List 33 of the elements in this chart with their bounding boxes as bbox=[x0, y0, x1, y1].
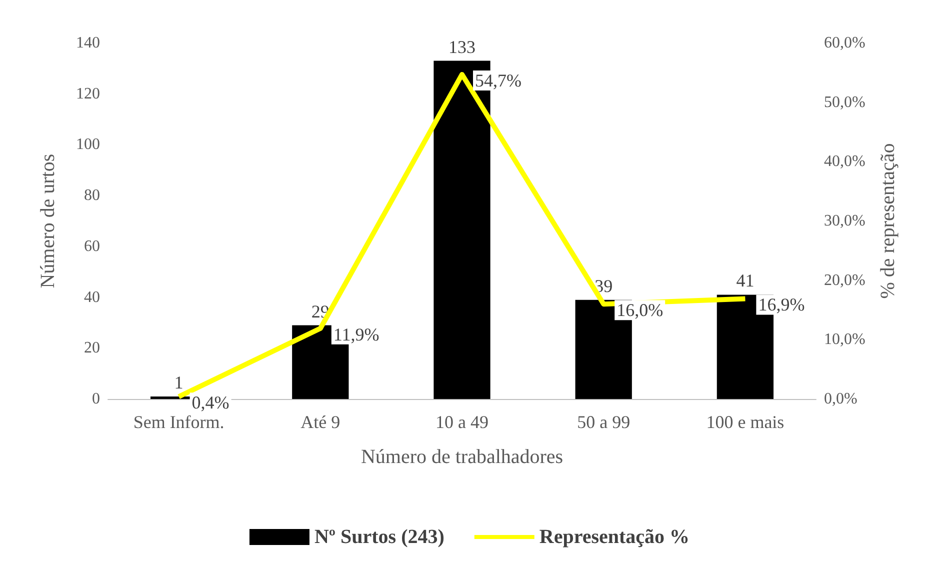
y2-tick-label: 30,0% bbox=[824, 212, 866, 230]
y-tick-label: 140 bbox=[76, 34, 100, 52]
x-tick-label: 50 a 99 bbox=[577, 412, 630, 432]
y2-tick-label: 0,0% bbox=[824, 390, 858, 408]
y2-tick-label: 60,0% bbox=[824, 34, 866, 52]
data-label: 41 bbox=[736, 270, 754, 291]
y-tick-label: 20 bbox=[84, 340, 100, 357]
y-tick-label: 60 bbox=[84, 238, 100, 255]
y-tick-label: 100 bbox=[76, 136, 100, 154]
y-tick-label: 80 bbox=[84, 187, 100, 204]
x-tick-label: 100 e mais bbox=[706, 412, 784, 432]
y-tick-label: 40 bbox=[84, 288, 100, 306]
data-label: 133 bbox=[448, 36, 476, 57]
y2-tick-label: 50,0% bbox=[824, 94, 866, 111]
data-label: 16,9% bbox=[758, 294, 805, 315]
data-label: 0,4% bbox=[192, 392, 230, 413]
data-label: 1 bbox=[174, 372, 184, 392]
x-tick-label: Até 9 bbox=[300, 412, 340, 432]
y2-tick-label: 10,0% bbox=[824, 331, 866, 348]
y2-axis-title: % de representação bbox=[877, 143, 899, 299]
y-axis-title: Número de urtos bbox=[37, 154, 59, 288]
data-label: 11,9% bbox=[333, 324, 380, 344]
legend-label: Nº Surtos (243) bbox=[314, 526, 444, 548]
x-tick-label: 10 a 49 bbox=[436, 412, 488, 432]
y2-tick-label: 40,0% bbox=[824, 153, 866, 170]
data-label: 54,7% bbox=[475, 70, 522, 90]
x-tick-label: Sem Inform. bbox=[133, 412, 224, 432]
y2-tick-label: 20,0% bbox=[824, 272, 866, 289]
x-axis-title: Número de trabalhadores bbox=[360, 446, 564, 468]
data-label: 16,0% bbox=[616, 300, 664, 320]
y-tick-label: 0 bbox=[92, 390, 100, 408]
legend-label: Representação % bbox=[539, 526, 690, 548]
y-tick-label: 120 bbox=[76, 85, 100, 102]
